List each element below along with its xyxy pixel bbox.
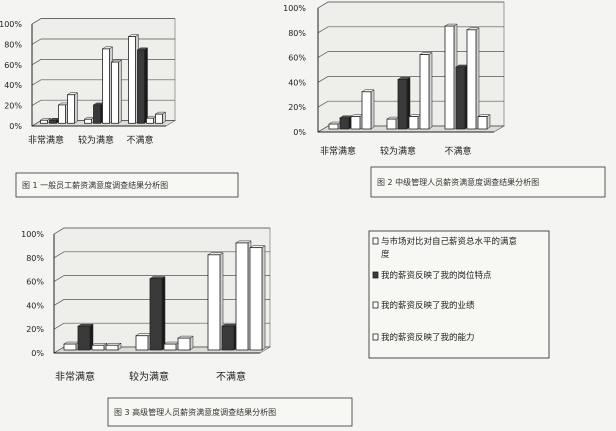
bar-1-2 — [49, 119, 57, 124]
gridline — [31, 18, 175, 25]
bar-3-2 — [137, 49, 145, 124]
legend-label-1: 与市场对比对自己薪资总水平的满意度 — [381, 236, 517, 260]
category-label: 较为满意 — [78, 134, 114, 146]
legend-swatch-4 — [372, 333, 379, 341]
bar-2-1 — [135, 335, 149, 351]
legend-box — [368, 230, 550, 359]
bar-3-1 — [207, 254, 221, 351]
bar-side — [189, 335, 194, 351]
bar-side — [486, 114, 491, 130]
bar-3-1 — [444, 25, 455, 130]
bar-3-4 — [477, 116, 488, 130]
gridline — [53, 275, 270, 282]
category-label: 不满意 — [444, 145, 471, 157]
y-tick-label: 80% — [4, 40, 22, 49]
bar-3-4 — [155, 113, 163, 124]
bar-side — [428, 52, 433, 130]
bar-3-3 — [235, 242, 249, 351]
bar-3-3 — [146, 117, 154, 124]
y-tick-label: 0% — [9, 122, 22, 131]
bar-3-2 — [455, 66, 466, 130]
y-tick-label: 0% — [31, 349, 44, 358]
bar-1-3 — [58, 104, 66, 124]
bar-3-4 — [249, 247, 263, 351]
y-tick-label: 40% — [288, 78, 306, 87]
y-tick-label: 20% — [4, 102, 22, 111]
bar-1-2 — [339, 117, 350, 130]
bar-1-3 — [350, 116, 361, 130]
bar-2-3 — [102, 48, 110, 124]
caption-box — [370, 166, 606, 198]
category-label: 不满意 — [216, 370, 246, 383]
bar-2-4 — [419, 54, 430, 130]
chart-title: 图 1 一般员工薪资满意度调查结果分析图 — [22, 180, 168, 190]
caption-box — [107, 397, 353, 427]
bar-1-4 — [67, 94, 75, 124]
bar-side — [261, 245, 266, 351]
bar-2-3 — [163, 343, 177, 351]
y-tick-label: 100% — [283, 4, 306, 13]
y-tick-label: 40% — [4, 81, 22, 90]
bar-2-3 — [408, 116, 419, 130]
gridline — [53, 322, 270, 330]
y-tick-label: 40% — [26, 301, 44, 310]
legend-label-3: 我的薪资反映了我的业绩 — [381, 300, 475, 311]
y-tick-label: 60% — [288, 54, 306, 63]
gridline — [53, 251, 270, 259]
legend-label-2: 我的薪资反映了我的岗位特点 — [381, 270, 492, 281]
bar-1-4 — [105, 344, 119, 351]
bar-2-1 — [84, 118, 92, 124]
y-tick-label: 100% — [21, 230, 44, 239]
category-label: 非常满意 — [28, 134, 64, 146]
bar-side — [144, 47, 148, 124]
gridline — [317, 1, 504, 9]
y-tick-label: 60% — [26, 278, 44, 287]
bar-2-2 — [93, 104, 101, 124]
bar-2-1 — [386, 118, 397, 130]
category-label: 较为满意 — [380, 145, 416, 157]
gridline — [53, 299, 270, 306]
y-tick-label: 0% — [293, 128, 306, 137]
bar-side — [161, 276, 166, 351]
legend-swatch-3 — [372, 301, 379, 309]
category-label: 不满意 — [126, 134, 153, 146]
caption-box — [15, 172, 239, 198]
y-tick-label: 80% — [288, 29, 306, 38]
legend-label-4: 我的薪资反映了我的能力 — [381, 332, 475, 343]
bar-side — [74, 92, 78, 124]
y-tick-label: 60% — [4, 61, 22, 70]
y-tick-label: 20% — [288, 103, 306, 112]
bar-side — [370, 89, 375, 130]
bar-side — [475, 27, 480, 130]
bar-1-3 — [91, 344, 105, 351]
y-tick-label: 100% — [0, 20, 22, 29]
bar-2-2 — [397, 79, 408, 130]
category-label: 非常满意 — [320, 145, 356, 157]
bar-1-1 — [40, 119, 48, 124]
legend-swatch-1 — [372, 237, 379, 245]
chart-title: 图 2 中级管理人员薪资满意度调查结果分析图 — [377, 177, 539, 187]
bar-2-2 — [149, 278, 163, 351]
bar-1-1 — [63, 343, 77, 351]
bar-side — [118, 59, 122, 124]
bar-3-3 — [466, 29, 477, 130]
bar-3-1 — [128, 36, 136, 124]
bar-2-4 — [177, 337, 191, 351]
bar-1-1 — [328, 123, 339, 130]
bar-1-4 — [361, 91, 372, 130]
category-label: 非常满意 — [55, 370, 95, 383]
legend-swatch-2 — [372, 271, 379, 279]
gridline — [53, 227, 270, 235]
bar-2-4 — [111, 61, 119, 124]
chart-title: 图 3 高级管理人员薪资满意度调查结果分析图 — [114, 407, 276, 417]
y-tick-label: 20% — [26, 325, 44, 334]
category-label: 较为满意 — [129, 370, 169, 383]
bar-3-2 — [221, 325, 235, 351]
y-tick-label: 80% — [26, 254, 44, 263]
bar-1-2 — [77, 325, 91, 351]
